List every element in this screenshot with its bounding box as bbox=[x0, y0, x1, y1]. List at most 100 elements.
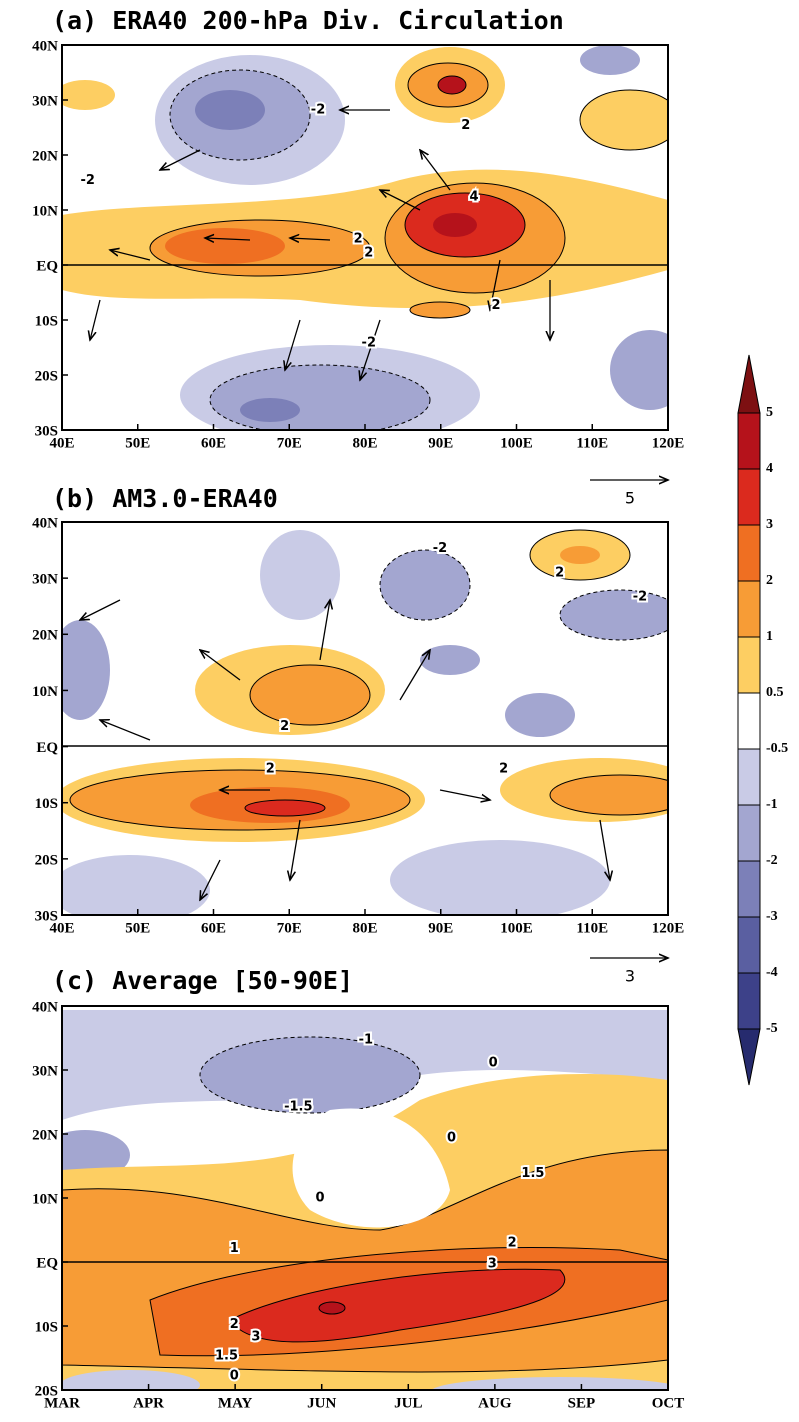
contour-label: 0 bbox=[315, 1191, 324, 1206]
y-tick-label: 40N bbox=[32, 515, 58, 531]
colorbar-box bbox=[737, 580, 761, 638]
contour-label: -2 bbox=[81, 173, 95, 188]
panel-title: (c) Average [50-90E] bbox=[52, 966, 353, 995]
x-tick-label: APR bbox=[133, 1395, 164, 1411]
x-tick-label: MAY bbox=[218, 1395, 253, 1411]
contour-label: 2 bbox=[266, 762, 275, 777]
x-tick-label: 110E bbox=[576, 920, 608, 936]
contour-label: 2 bbox=[461, 118, 470, 133]
x-tick-label: JUL bbox=[394, 1395, 422, 1411]
x-tick-label: 120E bbox=[652, 435, 685, 451]
colorbar-label: -4 bbox=[766, 965, 778, 980]
contour-label: 1 bbox=[230, 1241, 239, 1256]
x-tick-label: 60E bbox=[201, 920, 226, 936]
x-tick-label: 50E bbox=[125, 920, 150, 936]
contour-label: -2 bbox=[433, 541, 447, 556]
panel-title: (b) AM3.0-ERA40 bbox=[52, 484, 278, 513]
x-tick-label: 70E bbox=[277, 435, 302, 451]
x-tick-label: AUG bbox=[478, 1395, 512, 1411]
x-tick-label: 60E bbox=[201, 435, 226, 451]
y-tick-label: 30S bbox=[35, 423, 58, 439]
y-tick-label: 30S bbox=[35, 908, 58, 924]
y-tick-label: 20S bbox=[35, 852, 58, 868]
y-tick-label: 40N bbox=[32, 999, 58, 1015]
y-tick-label: 20N bbox=[32, 628, 58, 644]
colorbar-box bbox=[737, 692, 761, 750]
x-tick-label: MAR bbox=[44, 1395, 80, 1411]
contour-label: 4 bbox=[470, 189, 479, 204]
panel-title: (a) ERA40 200-hPa Div. Circulation bbox=[52, 6, 564, 35]
contour-label: -1.5 bbox=[284, 1100, 312, 1115]
colorbar-label: 1 bbox=[766, 629, 773, 644]
y-tick-label: 10S bbox=[35, 313, 58, 329]
contour-label: 3 bbox=[251, 1329, 260, 1344]
x-tick-label: 50E bbox=[125, 435, 150, 451]
colorbar-box bbox=[737, 524, 761, 582]
colorbar-label: 4 bbox=[766, 461, 773, 476]
x-tick-label: JUN bbox=[307, 1395, 336, 1411]
wind-vectors bbox=[80, 600, 610, 900]
x-tick-label: 90E bbox=[428, 435, 453, 451]
y-tick-label: 10N bbox=[32, 684, 58, 700]
x-tick-label: 80E bbox=[352, 920, 377, 936]
colorbar-label: 3 bbox=[766, 517, 773, 532]
shading-a bbox=[62, 45, 668, 430]
x-tick-label: SEP bbox=[568, 1395, 596, 1411]
colorbar-box bbox=[737, 748, 761, 806]
contour-label: 2 bbox=[364, 245, 373, 260]
y-tick-label: 30N bbox=[32, 1063, 58, 1079]
colorbar-label: -5 bbox=[766, 1021, 778, 1036]
contour-label: 2 bbox=[280, 719, 289, 734]
contour-label: 2 bbox=[492, 298, 501, 313]
colorbar-label: 5 bbox=[766, 405, 773, 420]
contour-label: -2 bbox=[362, 336, 376, 351]
y-tick-label: 20N bbox=[32, 1127, 58, 1143]
colorbar-extension bbox=[737, 354, 761, 414]
colorbar-box bbox=[737, 636, 761, 694]
contour-label: 2 bbox=[499, 762, 508, 777]
colorbar-box bbox=[737, 412, 761, 470]
colorbar-box bbox=[737, 468, 761, 526]
y-tick-label: 20S bbox=[35, 368, 58, 384]
contour-label: 3 bbox=[488, 1256, 497, 1271]
shading-b bbox=[62, 529, 668, 915]
x-tick-label: 80E bbox=[352, 435, 377, 451]
x-tick-label: 40E bbox=[49, 920, 74, 936]
colorbar-box bbox=[737, 804, 761, 862]
colorbar-extension bbox=[737, 1028, 761, 1086]
y-tick-label: 30N bbox=[32, 93, 58, 109]
shading-c bbox=[62, 1010, 668, 1390]
y-tick-label: 20N bbox=[32, 148, 58, 164]
reference-vector-label: 5 bbox=[625, 489, 635, 508]
reference-vector-label: 3 bbox=[625, 967, 635, 986]
colorbar-label: -3 bbox=[766, 909, 778, 924]
y-tick-label: 20S bbox=[35, 1383, 58, 1399]
colorbar-box bbox=[737, 916, 761, 974]
contour-label: -2 bbox=[311, 102, 325, 117]
contour-label: 1.5 bbox=[521, 1166, 544, 1181]
contour-label: 2 bbox=[508, 1235, 517, 1250]
contour-label: -2 bbox=[633, 590, 647, 605]
x-tick-label: 120E bbox=[652, 920, 685, 936]
y-tick-label: 10S bbox=[35, 796, 58, 812]
colorbar-label: 2 bbox=[766, 573, 773, 588]
colorbar-label: -1 bbox=[766, 797, 778, 812]
contour-label: 0 bbox=[447, 1130, 456, 1145]
contour-label: -1 bbox=[359, 1032, 373, 1047]
y-tick-label: 10N bbox=[32, 203, 58, 219]
y-tick-label: EQ bbox=[36, 1255, 58, 1271]
colorbar-box bbox=[737, 860, 761, 918]
x-tick-label: 90E bbox=[428, 920, 453, 936]
x-tick-label: 70E bbox=[277, 920, 302, 936]
contour-label: 0 bbox=[230, 1368, 239, 1383]
contour-label: 2 bbox=[555, 566, 564, 581]
contour-label: 0 bbox=[489, 1055, 498, 1070]
colorbar-label: -0.5 bbox=[766, 741, 788, 756]
wind-vectors bbox=[90, 110, 550, 380]
x-tick-label: 100E bbox=[500, 435, 533, 451]
y-tick-label: 10S bbox=[35, 1319, 58, 1335]
x-tick-label: OCT bbox=[652, 1395, 685, 1411]
colorbar-box bbox=[737, 972, 761, 1030]
contour-label: 2 bbox=[230, 1317, 239, 1332]
